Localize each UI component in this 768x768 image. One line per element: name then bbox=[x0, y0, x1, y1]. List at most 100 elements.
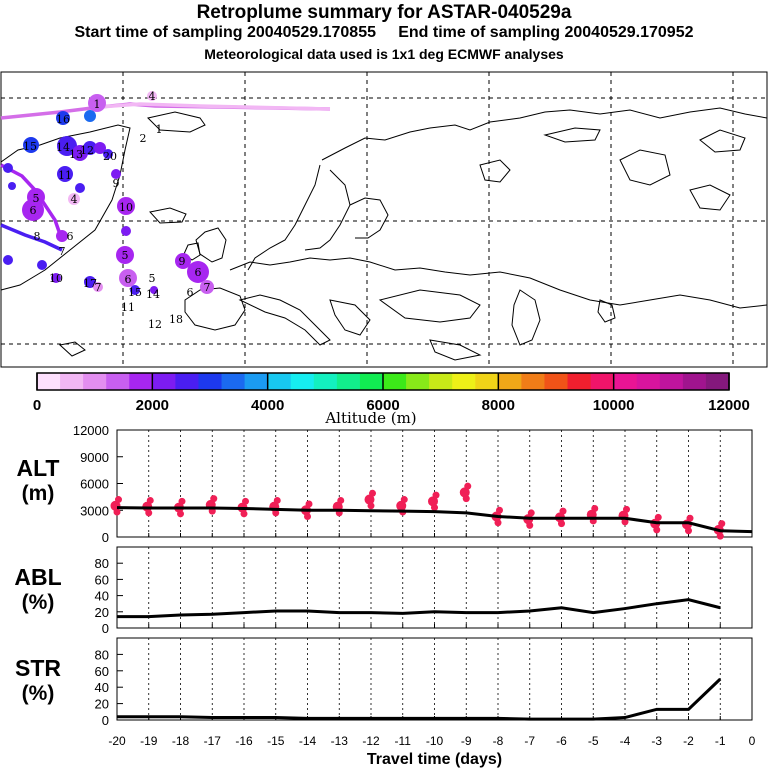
altitude-point bbox=[396, 500, 407, 511]
colorbar-swatch bbox=[198, 373, 223, 390]
coastline-sweden bbox=[304, 169, 351, 251]
map-day-label: 6 bbox=[125, 273, 132, 286]
colorbar-title: Altitude (m) bbox=[324, 409, 416, 427]
plume-marker bbox=[103, 149, 113, 159]
x-tick-label: -11 bbox=[395, 734, 412, 748]
altitude-point bbox=[621, 518, 629, 526]
y-tick-label: 20 bbox=[95, 605, 109, 620]
altitude-point bbox=[367, 502, 375, 510]
colorbar-swatch bbox=[567, 373, 592, 390]
plume-marker bbox=[8, 182, 16, 190]
colorbar-swatch bbox=[37, 373, 61, 390]
plume-marker bbox=[51, 273, 61, 283]
plume-marker bbox=[187, 261, 209, 283]
end-time-label: End time of sampling 20040529.170952 bbox=[398, 24, 694, 41]
map-day-label: 2 bbox=[140, 132, 147, 145]
plume-marker bbox=[3, 255, 13, 265]
y-tick-label: 0 bbox=[102, 621, 109, 636]
altitude-point bbox=[364, 494, 375, 505]
x-tick-label: -2 bbox=[683, 734, 694, 748]
y-tick-label: 60 bbox=[95, 572, 109, 587]
altitude-point bbox=[654, 513, 662, 521]
time-series-panels: 030006000900012000ALT(m)020406080ABL(%)0… bbox=[14, 423, 755, 768]
plume-marker bbox=[94, 142, 106, 154]
colorbar-tick-label: 8000 bbox=[482, 397, 515, 414]
map-day-label: 12 bbox=[148, 318, 162, 331]
colorbar-swatch bbox=[175, 373, 200, 390]
colorbar-swatch bbox=[244, 373, 269, 390]
plume-marker bbox=[3, 163, 13, 173]
colorbar-swatch bbox=[705, 373, 730, 390]
map-day-label: 9 bbox=[179, 255, 186, 268]
x-tick-label: -15 bbox=[267, 734, 285, 748]
map-day-label: 15 bbox=[128, 286, 142, 299]
coastline-aral bbox=[597, 299, 616, 323]
map-day-label: 4 bbox=[149, 90, 156, 103]
trajectory-path bbox=[99, 102, 331, 111]
map-day-label: 7 bbox=[204, 281, 211, 294]
colorbar-swatch bbox=[682, 373, 707, 390]
y-tick-label: 40 bbox=[95, 589, 109, 604]
map-day-label: 14 bbox=[56, 141, 70, 154]
altitude-point bbox=[273, 496, 281, 504]
colorbar-tick-label: 12000 bbox=[708, 397, 750, 414]
altitude-point bbox=[623, 505, 630, 513]
x-tick-label: 0 bbox=[749, 734, 756, 748]
altitude-point bbox=[305, 500, 313, 508]
map-day-label: 6 bbox=[187, 286, 194, 299]
coastline-black-sea bbox=[378, 289, 481, 323]
colorbar-tick-label: 6000 bbox=[366, 397, 399, 414]
x-tick-label: -20 bbox=[108, 734, 126, 748]
map-day-label: 18 bbox=[169, 313, 183, 326]
panel-y-label: (%) bbox=[22, 682, 55, 705]
altitude-point bbox=[145, 509, 153, 517]
x-tick-label: -14 bbox=[299, 734, 317, 748]
x-tick-label: -8 bbox=[493, 734, 504, 748]
altitude-point bbox=[653, 526, 661, 534]
colorbar-swatch bbox=[129, 373, 153, 390]
altitude-point bbox=[113, 508, 121, 516]
coastline-continent bbox=[229, 257, 768, 309]
colorbar-tick-label: 2000 bbox=[136, 397, 169, 414]
coastline-kola bbox=[479, 159, 511, 183]
colorbar-swatch bbox=[659, 373, 684, 390]
coastline-taimyr bbox=[699, 129, 746, 153]
x-tick-label: -4 bbox=[620, 734, 631, 748]
colorbar-swatch bbox=[590, 373, 615, 390]
y-tick-label: 0 bbox=[102, 530, 109, 545]
y-tick-label: 80 bbox=[95, 647, 109, 662]
map-day-label: 5 bbox=[122, 249, 129, 262]
colorbar-tick-label: 0 bbox=[33, 397, 41, 414]
altitude-point bbox=[242, 497, 249, 505]
y-tick-label: 80 bbox=[95, 556, 109, 571]
plume-marker bbox=[200, 280, 214, 294]
colorbar-swatch bbox=[106, 373, 130, 390]
coastline-norway bbox=[247, 164, 321, 271]
colorbar-swatch bbox=[359, 373, 384, 390]
colorbar-swatch bbox=[60, 373, 84, 390]
map-day-label: 12 bbox=[80, 144, 94, 157]
panel-alt: 0 3000 6000 9000 12000 ALT(m) bbox=[16, 423, 753, 545]
map-day-label: 6 bbox=[195, 266, 202, 279]
altitude-point bbox=[494, 519, 502, 527]
coastline-yamal bbox=[619, 149, 671, 186]
altitude-point bbox=[526, 521, 534, 529]
panel-y-label: STR bbox=[15, 655, 61, 681]
x-tick-label: -17 bbox=[204, 734, 222, 748]
colorbar-swatch bbox=[221, 373, 246, 390]
colorbar-tick-label: 4000 bbox=[251, 397, 284, 414]
plume-marker bbox=[83, 141, 97, 155]
map-day-label: 5 bbox=[149, 272, 156, 285]
plume-marker bbox=[88, 94, 106, 112]
x-tick-label: -3 bbox=[651, 734, 662, 748]
altitude-point bbox=[240, 510, 248, 518]
plume-marker bbox=[147, 91, 157, 101]
x-tick-label: -6 bbox=[556, 734, 567, 748]
colorbar-tick-labels: 0 2000 4000 6000 8000 10000 12000 bbox=[33, 397, 750, 414]
colorbar-swatch bbox=[613, 373, 638, 390]
x-tick-label: -5 bbox=[588, 734, 599, 748]
map-day-label: 10 bbox=[119, 201, 133, 214]
plume-marker bbox=[57, 166, 73, 182]
coastline-east-med bbox=[429, 339, 482, 361]
